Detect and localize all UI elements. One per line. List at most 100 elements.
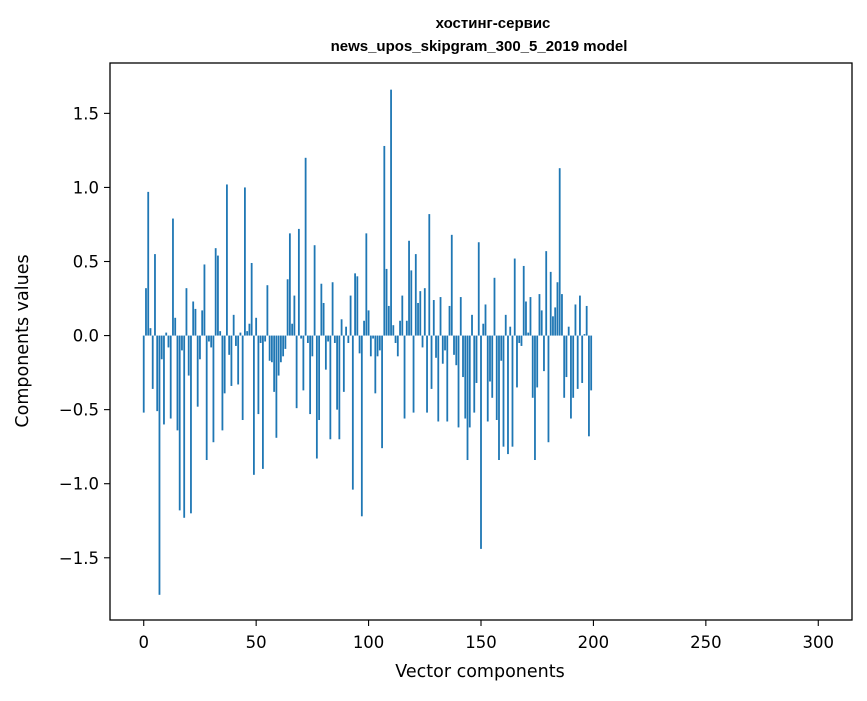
bar <box>347 335 350 343</box>
bar <box>205 335 208 461</box>
bar <box>327 335 329 342</box>
bar <box>268 335 271 361</box>
y-tick-label: 0.0 <box>73 327 99 346</box>
bar <box>264 335 267 342</box>
y-axis-ticks: −1.5 −1.0 −0.5 0.0 0.5 1.0 1.5 <box>59 104 110 568</box>
bar <box>401 295 404 336</box>
bar <box>412 335 415 413</box>
bar <box>516 335 518 388</box>
bar <box>232 314 235 336</box>
bar <box>477 242 480 336</box>
bar <box>365 233 368 336</box>
bar <box>399 320 401 336</box>
bar <box>453 335 455 355</box>
bar <box>372 335 374 339</box>
bar <box>311 335 314 357</box>
bar <box>221 335 224 431</box>
bar <box>414 254 417 336</box>
y-tick-label: −0.5 <box>59 401 99 420</box>
bar <box>291 323 294 336</box>
x-tick-label: 50 <box>246 633 267 652</box>
bar <box>187 335 190 376</box>
bar <box>302 335 305 391</box>
bar <box>561 294 563 336</box>
bar <box>426 335 428 413</box>
bar <box>509 326 512 336</box>
bar <box>378 335 381 351</box>
bar <box>235 335 237 346</box>
bar <box>219 331 222 336</box>
bar <box>468 335 471 428</box>
x-tick-label: 200 <box>578 633 610 652</box>
bar <box>563 335 566 398</box>
bar <box>329 335 332 440</box>
bar <box>262 335 264 469</box>
bar <box>567 326 570 336</box>
bar <box>309 335 312 415</box>
bar <box>410 270 413 336</box>
bar <box>320 283 323 336</box>
bar <box>574 304 577 336</box>
bar <box>408 240 410 336</box>
bar <box>196 335 199 407</box>
bar <box>360 335 363 517</box>
bar <box>428 214 431 336</box>
bar <box>270 335 273 363</box>
bar <box>507 335 509 455</box>
bar <box>147 191 150 336</box>
bar <box>419 291 422 336</box>
bar <box>165 332 168 336</box>
bar <box>367 310 370 336</box>
bar <box>588 335 590 437</box>
bar <box>223 335 226 394</box>
bar <box>518 335 521 343</box>
bar <box>273 335 276 392</box>
bar <box>486 335 489 422</box>
bar <box>579 295 581 336</box>
x-tick-label: 100 <box>353 633 385 652</box>
bar <box>288 233 291 336</box>
bar <box>525 301 527 336</box>
bar <box>318 335 321 421</box>
bar <box>255 317 258 336</box>
bar <box>590 335 593 391</box>
bar <box>534 335 536 461</box>
bar <box>520 335 523 346</box>
bar <box>333 335 336 343</box>
bar <box>421 335 424 348</box>
bar <box>466 335 469 461</box>
bar <box>403 335 406 419</box>
bar <box>450 234 453 336</box>
bar <box>498 335 500 461</box>
bar <box>286 279 289 336</box>
bar <box>439 297 442 336</box>
bar <box>484 304 487 336</box>
y-tick-label: −1.0 <box>59 475 99 494</box>
bar <box>331 282 334 336</box>
x-tick-label: 0 <box>138 633 149 652</box>
bar <box>405 320 408 336</box>
bar <box>169 335 172 419</box>
bar <box>246 331 249 336</box>
bar <box>581 335 584 383</box>
chart-title-line1: хостинг-сервис <box>436 15 551 32</box>
bar <box>536 335 539 388</box>
bar <box>437 335 440 422</box>
bar <box>174 317 177 336</box>
x-axis-ticks: 0 50 100 150 200 250 300 <box>138 620 834 652</box>
y-tick-label: 1.0 <box>73 178 99 197</box>
bar <box>495 335 498 421</box>
bar <box>212 335 215 443</box>
bar <box>462 335 464 378</box>
bar <box>583 334 586 336</box>
bar <box>158 335 161 595</box>
bar <box>459 297 462 336</box>
bar <box>385 268 388 336</box>
bar <box>181 335 183 351</box>
bar <box>547 335 550 443</box>
bar <box>556 282 559 336</box>
bar <box>178 335 181 511</box>
bar <box>149 328 152 336</box>
bar <box>502 335 505 447</box>
